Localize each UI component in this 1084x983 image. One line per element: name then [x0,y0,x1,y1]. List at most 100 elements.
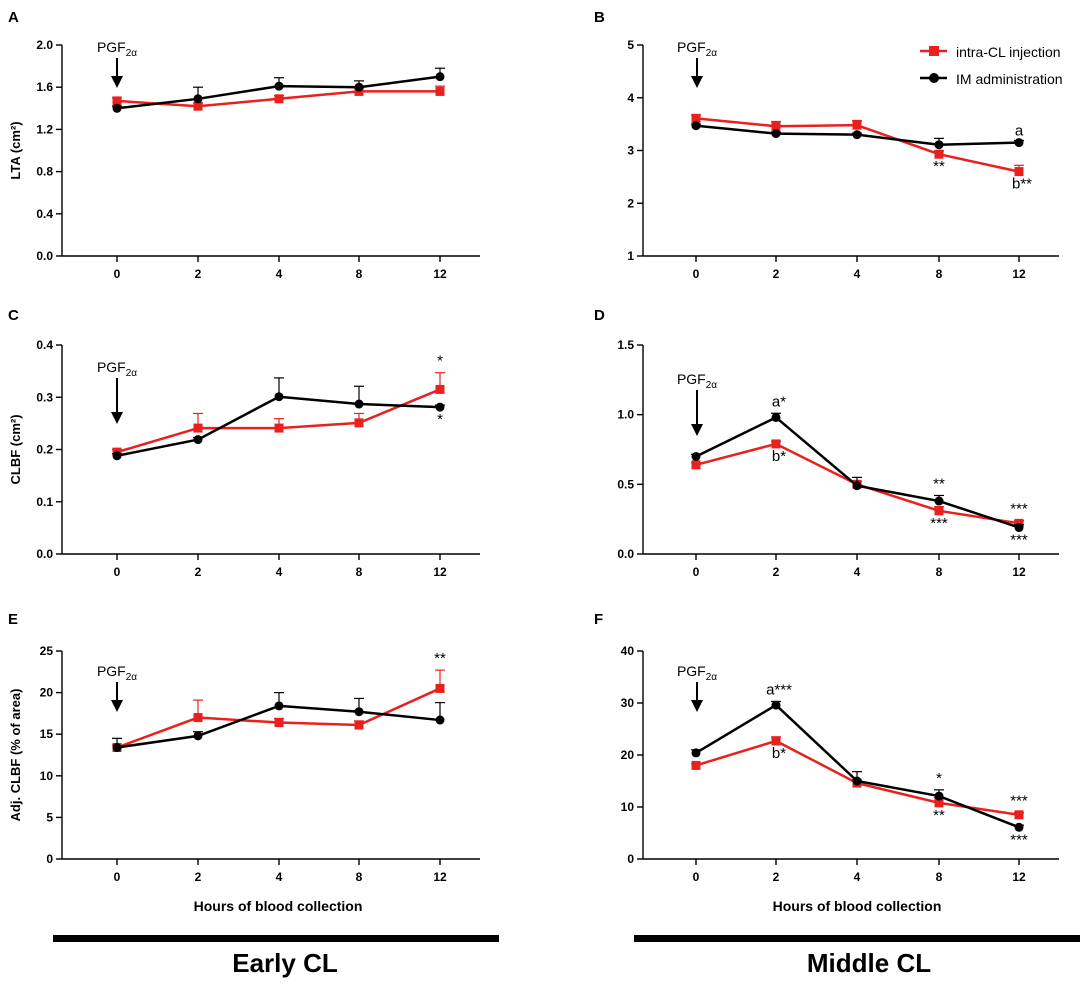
pgf-arrow-head [691,700,703,712]
y-tick-label: 0.3 [36,390,53,404]
panel-label: C [8,307,19,324]
series-intra-cl [112,372,445,457]
significance-label: b* [772,745,786,762]
y-axis-title: LTA (cm²) [8,121,23,179]
x-tick-label: 8 [936,565,943,579]
y-tick-label: 1.0 [617,408,634,422]
series-intra-cl [691,113,1024,177]
data-point [193,435,203,445]
series-im [691,121,1024,150]
data-point [112,103,122,113]
x-tick-label: 2 [773,870,780,884]
significance-label: a*** [766,681,792,698]
data-point [435,715,445,725]
x-axis-title-right: Hours of blood collection [773,898,942,914]
x-tick-label: 4 [854,267,861,281]
y-tick-label: 25 [40,644,54,658]
significance-label: *** [930,515,948,532]
y-tick-label: 0.4 [36,207,53,221]
significance-label: * [936,770,942,787]
series-im [112,67,445,113]
significance-label: b* [772,448,786,465]
data-point [274,94,284,104]
panel-label: D [594,307,605,324]
series-im [112,377,445,461]
middle-cl-label: Middle CL [807,948,931,978]
data-point [274,423,284,433]
early-cl-bar [53,935,499,942]
x-tick-label: 2 [195,870,202,884]
x-tick-label: 0 [114,870,121,884]
pgf-label: PGF2α [677,39,717,59]
panel-c: C 0.0 0.1 0.2 0.3 0.4 0 2 4 8 12 CLBF (cm²) PGF2α * * [8,307,480,579]
x-tick-label: 4 [854,565,861,579]
x-tick-label: 2 [773,267,780,281]
y-tick-label: 2.0 [36,38,53,52]
data-point [934,798,944,808]
data-point [354,399,364,409]
x-tick-label: 12 [1012,267,1026,281]
data-point [852,120,862,130]
legend-intra-marker [929,46,939,56]
y-axis-title: CLBF (cm²) [8,414,23,484]
y-tick-label: 0.0 [617,547,634,561]
x-tick-label: 0 [693,267,700,281]
x-tick-label: 4 [276,565,283,579]
data-point [691,121,701,131]
data-point [112,743,122,753]
y-tick-label: 0.0 [36,547,53,561]
data-point [435,683,445,693]
significance-label: *** [1010,793,1028,810]
y-tick-label: 0.0 [36,249,53,263]
x-tick-label: 2 [195,267,202,281]
data-point [193,101,203,111]
x-tick-label: 4 [276,267,283,281]
x-tick-label: 2 [195,565,202,579]
data-point [1014,822,1024,832]
y-tick-label: 0.4 [36,338,53,352]
y-tick-label: 1.2 [36,122,53,136]
y-tick-label: 1.6 [36,80,53,94]
significance-label: ** [933,475,945,492]
y-tick-label: 0.5 [617,477,634,491]
pgf-arrow-head [111,700,123,712]
y-tick-label: 0.2 [36,443,53,457]
y-tick-label: 0 [46,852,53,866]
x-tick-label: 12 [433,267,447,281]
significance-label: ** [933,158,945,175]
x-tick-label: 2 [773,565,780,579]
data-point [771,412,781,422]
y-tick-label: 0.1 [36,495,53,509]
panel-label: B [594,9,605,26]
data-point [934,149,944,159]
data-point [771,700,781,710]
pgf-arrow-head [111,412,123,424]
data-point [771,439,781,449]
pgf-label: PGF2α [97,359,137,379]
significance-label: b** [1012,176,1032,193]
y-tick-label: 4 [627,91,634,105]
series-im [691,412,1024,533]
data-point [274,392,284,402]
data-point [691,451,701,461]
significance-label: *** [1010,831,1028,848]
legend-intra-label: intra-CL injection [956,44,1061,60]
x-tick-label: 8 [356,870,363,884]
data-point [1014,810,1024,820]
x-tick-label: 0 [114,267,121,281]
significance-label: a* [772,393,786,410]
x-axis-title-left: Hours of blood collection [194,898,363,914]
data-point [354,82,364,92]
significance-label: * [437,411,443,428]
early-cl-label: Early CL [232,948,338,978]
significance-label: *** [1010,501,1028,518]
y-tick-label: 1 [627,249,634,263]
pgf-label: PGF2α [97,39,137,59]
y-tick-label: 40 [621,644,635,658]
data-point [1014,167,1024,177]
data-point [934,140,944,150]
data-point [274,718,284,728]
